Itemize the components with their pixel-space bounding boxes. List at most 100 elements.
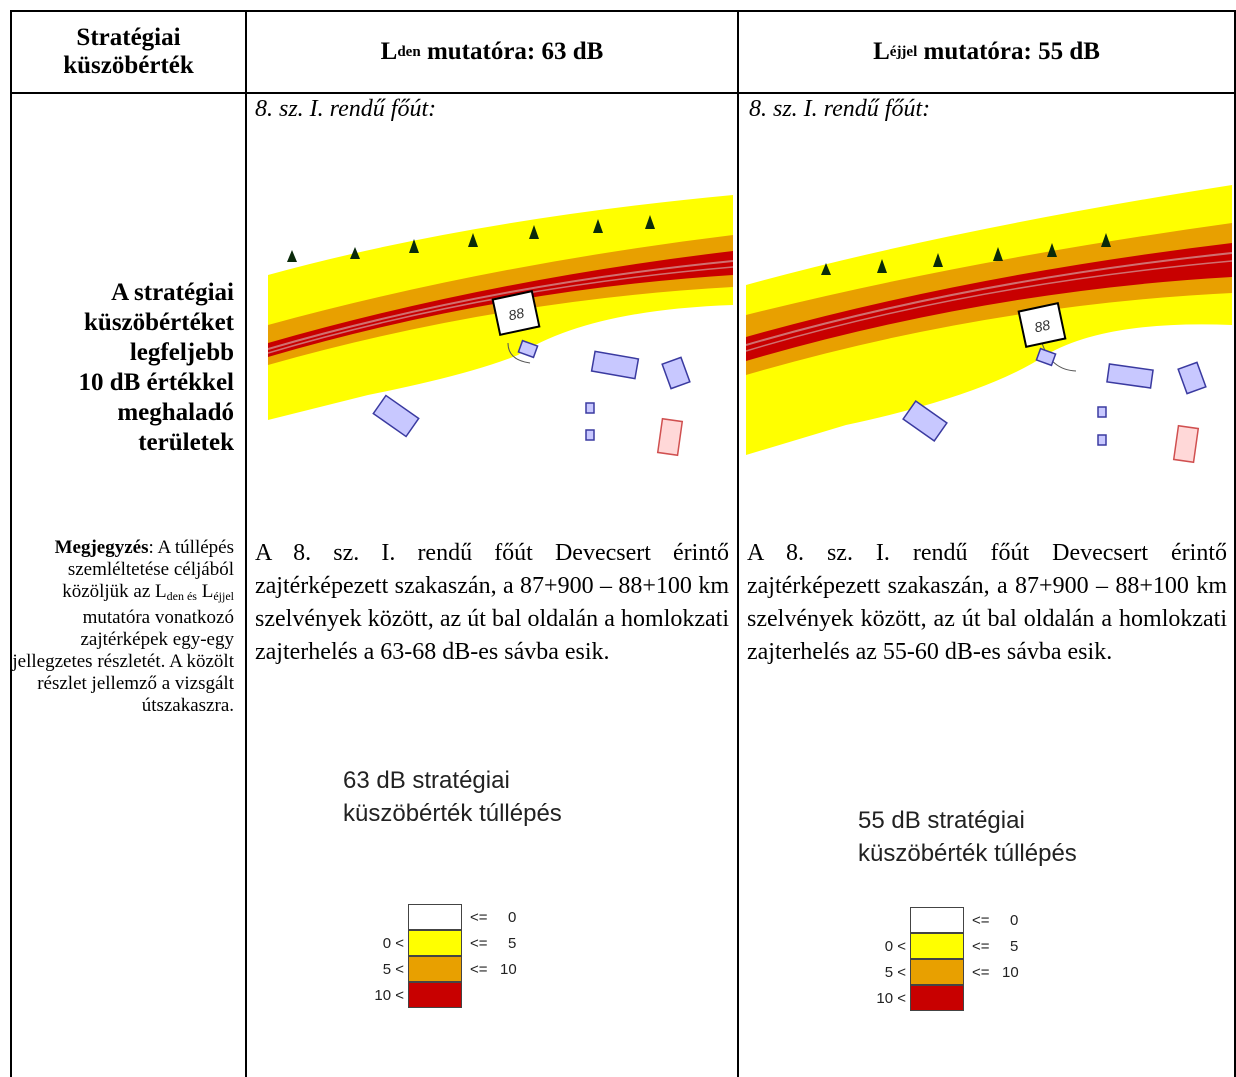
col3-legend: <= 0 0 < <= 5 5 < <= 10 10 <	[846, 907, 1066, 1017]
route-marker-box	[491, 290, 541, 336]
tree-icon	[593, 219, 603, 233]
col-divider-2	[737, 10, 739, 1077]
table-top-border	[10, 10, 1236, 12]
left-bold-line: legfeljebb	[129, 339, 234, 366]
building-icon	[1035, 347, 1057, 367]
legend-title-line: küszöbérték túllépés	[858, 840, 1077, 867]
col2-subtitle: 8. sz. I. rendű főút:	[255, 96, 437, 122]
left-bold-heading: A stratégiai küszöbértéket legfeljebb 10…	[14, 278, 234, 458]
legend-left-label: 10 <	[374, 987, 404, 1004]
map-red-band	[746, 243, 1232, 361]
tree-icon	[1101, 233, 1111, 247]
map-buildings	[372, 339, 691, 441]
note-text: Megjegyzés: A túllépés szemléltetése cél…	[12, 537, 234, 717]
map-buildings	[902, 347, 1207, 446]
header-lejjel-main: L	[873, 38, 890, 65]
map-route-marker: 88	[491, 290, 541, 336]
building-icon	[585, 402, 595, 414]
header-lden-main: L	[380, 38, 398, 65]
legend-left-label: 0 <	[884, 938, 906, 955]
left-bold-line: 10 dB értékkel	[78, 369, 234, 396]
header-col-threshold: Stratégiai küszöbérték	[12, 12, 245, 92]
map-red-band	[268, 251, 733, 357]
left-border	[10, 10, 12, 1077]
legend-right-label: 10	[1002, 964, 1019, 981]
legend-swatch	[408, 904, 462, 930]
map-road-line	[268, 260, 733, 350]
tree-icon	[468, 233, 478, 247]
building-icon	[517, 339, 539, 359]
legend-left-label: 0 <	[382, 935, 404, 952]
building-icon	[590, 350, 640, 380]
col3-legend-title: 55 dB stratégiai küszöbérték túllépés	[858, 804, 1077, 870]
tree-icon	[645, 215, 655, 229]
legend-op: <=	[972, 912, 990, 929]
left-bold-line: területek	[138, 429, 234, 456]
note-label: Megjegyzés	[54, 537, 149, 558]
tree-icon	[409, 239, 419, 253]
legend-title-line: küszöbérték túllépés	[343, 800, 562, 827]
note-sub1: den és	[166, 589, 197, 603]
map-route-marker: 88	[1017, 302, 1067, 348]
noise-map-lden: 88	[268, 195, 733, 457]
legend-right-label: 0	[508, 909, 517, 926]
left-bold-line: meghaladó	[117, 399, 234, 426]
map-trees	[287, 215, 655, 262]
map-road-line	[746, 252, 1232, 346]
legend-op: <=	[972, 938, 990, 955]
tree-icon	[933, 253, 943, 267]
building-icon	[902, 400, 948, 442]
building-icon	[1097, 406, 1107, 418]
tree-icon	[821, 263, 831, 275]
building-icon	[585, 429, 595, 441]
right-border	[1234, 10, 1236, 1077]
tree-icon	[287, 250, 297, 262]
legend-left-label: 5 <	[382, 961, 404, 978]
tree-icon	[1047, 243, 1057, 257]
header-lejjel-sub: éjjel	[889, 44, 918, 60]
col2-legend: <= 0 0 < <= 5 5 < <= 10 10 <	[344, 904, 564, 1014]
legend-swatch	[408, 930, 462, 956]
header-col1-line2: küszöbérték	[63, 52, 194, 79]
route-marker-label: 88	[507, 304, 526, 323]
legend-right-label: 5	[508, 935, 517, 952]
legend-swatch	[910, 933, 964, 959]
left-bold-line: A stratégiai	[111, 279, 234, 306]
note-part3: mutatóra vonatkozó zajtérképek egy-egy j…	[12, 607, 234, 716]
legend-op: <=	[972, 964, 990, 981]
col3-paragraph: A 8. sz. I. rendű főút Devecsert érintő …	[747, 540, 1227, 665]
legend-op: <=	[470, 935, 488, 952]
building-icon	[656, 417, 684, 457]
map-road-line	[746, 260, 1232, 352]
col2-paragraph: A 8. sz. I. rendű főút Devecsert érintő …	[255, 540, 729, 665]
legend-title-line: 63 dB stratégiai	[343, 767, 510, 794]
legend-left-label: 5 <	[884, 964, 906, 981]
building-icon	[1172, 424, 1200, 464]
legend-left-label: 10 <	[876, 990, 906, 1007]
map-boundary	[507, 342, 531, 364]
noise-map-lejjel: 88	[746, 185, 1232, 464]
route-marker-box	[1017, 302, 1067, 348]
legend-op: <=	[470, 909, 488, 926]
route-marker-label: 88	[1033, 316, 1052, 335]
tree-icon	[877, 259, 887, 273]
col-divider-1	[245, 10, 247, 1077]
header-col1-line1: Stratégiai	[76, 24, 181, 51]
legend-swatch	[910, 959, 964, 985]
legend-op: <=	[470, 961, 488, 978]
map-boundary	[1041, 342, 1077, 372]
legend-swatch	[910, 985, 964, 1011]
legend-swatch	[408, 982, 462, 1008]
note-part1: : A túllépés szemléltetése céljából közö…	[62, 537, 234, 602]
map-trees	[821, 233, 1111, 275]
building-icon	[372, 394, 420, 438]
legend-right-label: 10	[500, 961, 517, 978]
col2-legend-title: 63 dB stratégiai küszöbérték túllépés	[343, 764, 562, 830]
legend-swatch	[910, 907, 964, 933]
header-row-divider	[10, 92, 1236, 94]
tree-icon	[529, 225, 539, 239]
header-lejjel-rest: mutatóra: 55 dB	[917, 38, 1100, 65]
